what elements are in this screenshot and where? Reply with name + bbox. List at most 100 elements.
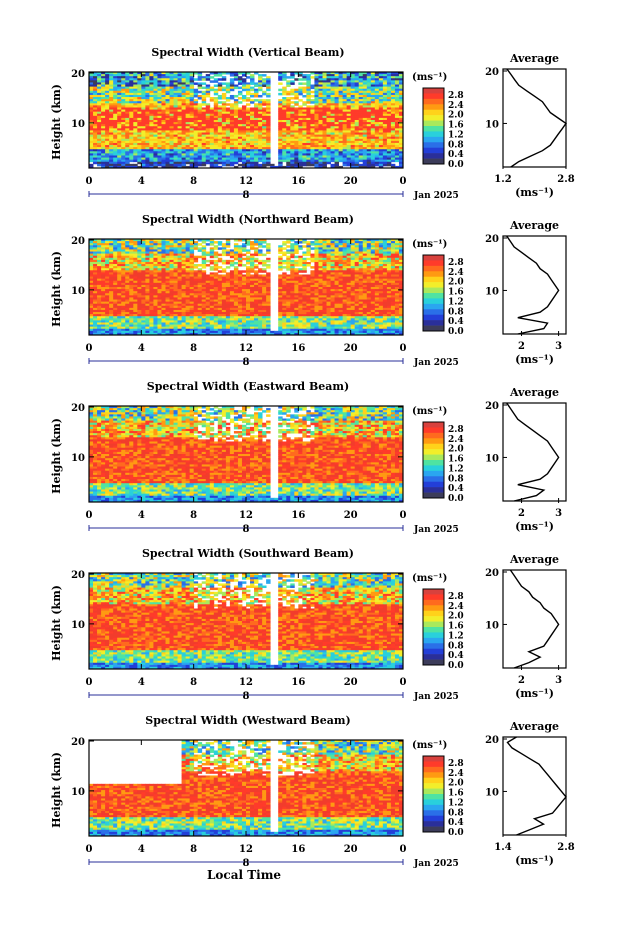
heatmap-cell (370, 105, 376, 108)
colorbar-swatch (423, 115, 444, 121)
heatmap-cell (101, 113, 106, 117)
heatmap-cell (233, 74, 239, 77)
heatmap-cell (177, 101, 182, 104)
heatmap-cell (221, 101, 227, 104)
heatmap-cell (173, 97, 178, 100)
heatmap-cell (322, 72, 327, 75)
heatmap-cell (185, 94, 191, 98)
heatmap-cell (282, 97, 287, 100)
heatmap-cell (169, 105, 174, 108)
heatmap-cell (185, 115, 191, 119)
heatmap-cell (382, 92, 388, 96)
heatmap-cell (394, 82, 400, 85)
heatmap-cell (314, 84, 319, 88)
heatmap-cell (157, 82, 162, 85)
heatmap-cell (169, 74, 174, 77)
heatmap-cell (322, 109, 327, 113)
heatmap-cell (366, 86, 372, 90)
heatmap-cell (390, 78, 396, 81)
heatmap-cell (109, 105, 114, 108)
heatmap-cell (149, 111, 154, 115)
heatmap-cell (306, 74, 311, 77)
heatmap-cell (193, 90, 199, 94)
heatmap-cell (209, 111, 215, 115)
heatmap-cell (133, 74, 138, 77)
heatmap-cell (241, 84, 247, 88)
heatmap-cell (113, 109, 118, 113)
heatmap-cell (246, 103, 251, 106)
heatmap-cell (133, 101, 138, 104)
heatmap-cell (97, 80, 102, 83)
heatmap-cell (290, 74, 295, 77)
heatmap-cell (330, 105, 335, 108)
heatmap-cell (209, 268, 215, 271)
heatmap-cell (185, 111, 191, 115)
heatmap-cell (338, 107, 344, 110)
heatmap-cell (145, 113, 150, 117)
heatmap-cell (294, 103, 299, 106)
heatmap-cell (197, 74, 203, 77)
heatmap-cell (258, 74, 263, 77)
heatmap-cell (233, 111, 239, 115)
heatmap-cell (213, 92, 219, 96)
heatmap-cell (246, 251, 251, 255)
heatmap-cell (382, 109, 388, 113)
heatmap-cell (254, 90, 259, 94)
heatmap-cell (229, 113, 235, 117)
heatmap-cell (173, 115, 178, 119)
colorbar-tick-label: 1.6 (448, 121, 464, 131)
heatmap-cell (241, 257, 247, 261)
heatmap-cell (354, 107, 360, 110)
heatmap-cell (109, 94, 114, 98)
heatmap-cell (374, 94, 380, 98)
heatmap-cell (153, 101, 158, 104)
heatmap-cell (173, 78, 178, 81)
heatmap-cell (334, 72, 339, 75)
heatmap-cell (306, 94, 311, 98)
heatmap-cell (129, 82, 134, 85)
heatmap-cell (133, 159, 138, 163)
heatmap-cell (237, 163, 243, 167)
heatmap-cell (117, 107, 122, 110)
heatmap-cell (125, 97, 130, 100)
heatmap-cell (217, 86, 223, 90)
heatmap-cell (237, 115, 243, 119)
heatmap-cell (362, 113, 368, 117)
heatmap-cell (201, 101, 207, 104)
heatmap-cell (185, 82, 191, 85)
heatmap-cell (354, 78, 360, 81)
heatmap-cell (169, 115, 174, 119)
heatmap-cell (161, 76, 166, 79)
heatmap-cell (330, 92, 335, 96)
heatmap-cell (173, 72, 178, 75)
heatmap-cell (225, 107, 231, 110)
heatmap-cell (338, 92, 344, 96)
heatmap-cell (177, 105, 182, 108)
heatmap-cell (121, 109, 126, 113)
heatmap-cell (229, 78, 235, 81)
heatmap-cell (382, 84, 388, 88)
heatmap-cell (125, 76, 130, 79)
heatmap-cell (93, 84, 98, 88)
heatmap-cell (201, 90, 207, 94)
heatmap-cell (254, 88, 259, 92)
heatmap-cell (362, 84, 368, 88)
heatmap-cell (398, 94, 404, 98)
heatmap-cell (342, 113, 348, 117)
heatmap-cell (161, 84, 166, 88)
heatmap-cell (209, 97, 215, 100)
heatmap-cell (398, 92, 404, 96)
heatmap-cell (177, 107, 182, 110)
heatmap-cell (181, 82, 187, 85)
heatmap-cell (250, 74, 255, 77)
heatmap-cell (394, 105, 400, 108)
heatmap-cell (209, 109, 215, 113)
heatmap-cell (338, 74, 344, 77)
heatmap-cell (298, 264, 303, 267)
heatmap-cell (390, 76, 396, 79)
heatmap-cell (322, 105, 327, 108)
heatmap-cell (129, 97, 134, 100)
heatmap-cell (366, 105, 372, 108)
heatmap-cell (137, 78, 142, 81)
heatmap-cell (246, 99, 251, 102)
